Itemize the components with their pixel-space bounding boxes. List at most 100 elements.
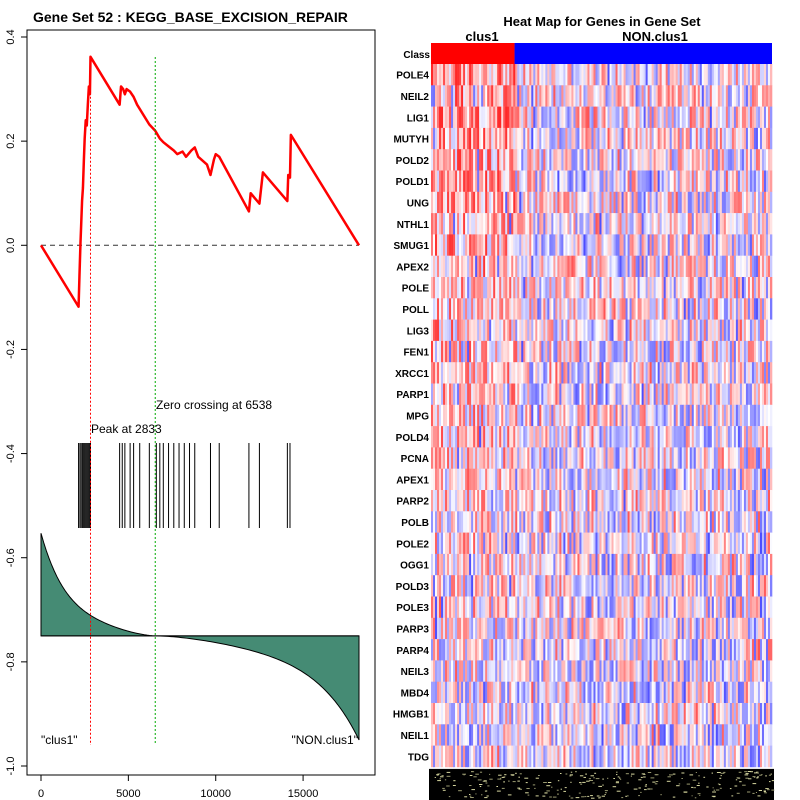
heatmap-cell bbox=[659, 64, 662, 86]
heatmap-cell bbox=[601, 298, 604, 320]
heatmap-cell bbox=[657, 106, 660, 129]
heatmap-cell bbox=[609, 255, 612, 278]
heatmap-cell bbox=[731, 447, 735, 469]
heatmap-cell bbox=[509, 255, 512, 278]
heatmap-cell bbox=[567, 404, 570, 427]
heatmap-cell bbox=[615, 191, 618, 214]
heatmap-cell bbox=[687, 127, 691, 150]
heatmap-cell bbox=[693, 596, 697, 619]
heatmap-cell bbox=[611, 234, 614, 256]
heatmap-cell bbox=[459, 575, 462, 597]
heatmap-cell bbox=[447, 532, 450, 555]
heatmap-cell bbox=[541, 639, 544, 661]
heatmap-cell bbox=[677, 383, 681, 406]
heatmap-cell bbox=[633, 277, 636, 299]
heatmap-cell bbox=[721, 511, 725, 533]
heatmap-cell bbox=[597, 596, 600, 619]
heatmap-cell bbox=[439, 64, 442, 86]
heatmap-cell bbox=[529, 639, 532, 661]
heatmap-cell bbox=[543, 191, 546, 214]
heatmap-cell bbox=[709, 127, 713, 150]
heatmap-cell bbox=[435, 319, 438, 342]
heatmap-cell bbox=[503, 298, 506, 320]
heatmap-cell bbox=[473, 575, 476, 597]
heatmap-cell bbox=[763, 255, 767, 278]
heatmap-cell bbox=[489, 660, 492, 682]
heatmap-cell bbox=[727, 85, 731, 107]
heatmap-cell bbox=[663, 213, 666, 235]
heatmap-cell bbox=[465, 234, 468, 256]
heatmap-cell bbox=[623, 490, 626, 512]
heatmap-cell bbox=[767, 85, 771, 107]
heatmap-cell bbox=[637, 490, 640, 512]
heatmap-cell bbox=[763, 149, 767, 171]
heatmap-cell bbox=[657, 64, 660, 86]
heatmap-cell bbox=[631, 340, 634, 363]
heatmap-cell bbox=[559, 383, 562, 406]
heatmap-cell bbox=[507, 426, 510, 448]
heatmap-cell bbox=[451, 596, 454, 619]
heatmap-cell bbox=[753, 234, 757, 256]
heatmap-cell bbox=[483, 447, 486, 469]
heatmap-cell bbox=[469, 85, 472, 107]
heatmap-cell bbox=[565, 277, 568, 299]
heatmap-cell bbox=[701, 447, 705, 469]
heatmap-cell bbox=[579, 149, 582, 171]
heatmap-cell bbox=[509, 617, 512, 640]
heatmap-cell bbox=[451, 149, 454, 171]
heatmap-cell bbox=[757, 64, 761, 86]
heatmap-cell bbox=[439, 532, 442, 555]
heatmap-cell bbox=[621, 468, 624, 491]
heatmap-cell bbox=[433, 639, 436, 661]
heatmap-cell bbox=[717, 298, 721, 320]
heatmap-cell bbox=[489, 234, 492, 256]
heatmap-cell bbox=[545, 64, 548, 86]
heatmap-cell bbox=[711, 127, 715, 150]
heatmap-cell bbox=[485, 660, 488, 682]
heatmap-cell bbox=[697, 340, 701, 363]
heatmap-cell bbox=[505, 660, 508, 682]
heatmap-cell bbox=[661, 511, 664, 533]
heatmap-cell bbox=[697, 234, 701, 256]
heatmap-cell bbox=[565, 213, 568, 235]
heatmap-cell bbox=[615, 149, 618, 171]
heatmap-cell bbox=[651, 213, 654, 235]
heatmap-cell bbox=[767, 64, 771, 86]
heatmap-cell bbox=[591, 447, 594, 469]
heatmap-cell bbox=[519, 191, 522, 214]
heatmap-cell bbox=[649, 575, 652, 597]
heatmap-cell bbox=[463, 575, 466, 597]
heatmap-cell bbox=[449, 277, 452, 299]
heatmap-cell bbox=[509, 660, 512, 682]
heatmap-cell bbox=[659, 85, 662, 107]
heatmap-cell bbox=[609, 340, 612, 363]
heatmap-cell bbox=[475, 617, 478, 640]
heatmap-cell bbox=[669, 617, 673, 640]
heatmap-cell bbox=[519, 532, 522, 555]
heatmap-cell bbox=[751, 511, 755, 533]
heatmap-cell bbox=[497, 191, 500, 214]
heatmap-cell bbox=[693, 191, 697, 214]
heatmap-cell bbox=[499, 85, 502, 107]
heatmap-cell bbox=[639, 490, 642, 512]
heatmap-cell bbox=[685, 383, 689, 406]
heatmap-cell bbox=[565, 170, 568, 193]
heatmap-cell bbox=[547, 149, 550, 171]
heatmap-cell bbox=[575, 127, 578, 150]
heatmap-cell bbox=[451, 277, 454, 299]
heatmap-cell bbox=[723, 149, 727, 171]
heatmap-cell bbox=[601, 127, 604, 150]
heatmap-cell bbox=[551, 639, 554, 661]
heatmap-cell bbox=[635, 660, 638, 682]
heatmap-cell bbox=[729, 532, 733, 555]
heatmap-cell bbox=[443, 64, 446, 86]
heatmap-cell bbox=[525, 362, 528, 384]
heatmap-cell bbox=[471, 85, 474, 107]
heatmap-cell bbox=[563, 575, 566, 597]
heatmap-cell bbox=[537, 426, 540, 448]
heatmap-cell bbox=[509, 490, 512, 512]
heatmap-cell bbox=[513, 277, 516, 299]
heatmap-cell bbox=[727, 532, 731, 555]
heatmap-cell bbox=[479, 149, 482, 171]
heatmap-cell bbox=[765, 426, 769, 448]
